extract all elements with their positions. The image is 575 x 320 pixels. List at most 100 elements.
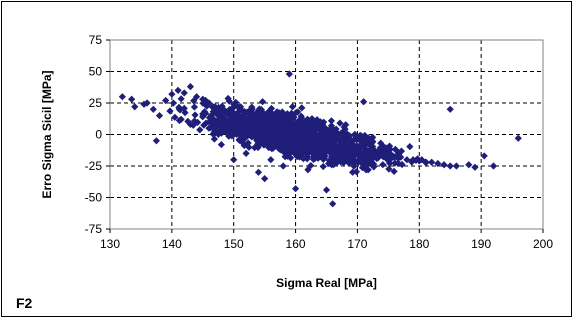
data-point bbox=[350, 162, 358, 170]
data-point bbox=[293, 126, 301, 134]
data-point bbox=[287, 154, 295, 162]
data-point bbox=[322, 146, 330, 154]
data-point bbox=[343, 140, 351, 148]
y-axis-title: Erro Sigma Sicil [MPa] bbox=[40, 70, 54, 198]
data-point bbox=[279, 134, 287, 142]
data-point bbox=[291, 133, 300, 141]
data-point bbox=[391, 159, 399, 167]
data-point bbox=[190, 117, 199, 125]
data-point bbox=[295, 145, 303, 153]
data-point bbox=[289, 115, 297, 123]
data-point bbox=[290, 137, 298, 145]
x-tick-label: 180 bbox=[409, 237, 429, 251]
data-point bbox=[186, 83, 195, 91]
data-point bbox=[385, 142, 394, 150]
y-tick-label: -50 bbox=[85, 191, 103, 205]
data-point bbox=[335, 143, 343, 151]
data-point bbox=[248, 105, 256, 113]
data-point bbox=[394, 159, 402, 167]
data-point bbox=[223, 108, 232, 116]
data-point bbox=[385, 165, 393, 173]
data-point bbox=[434, 159, 442, 168]
data-point bbox=[514, 134, 522, 142]
data-point bbox=[258, 135, 266, 143]
data-point bbox=[347, 146, 355, 154]
data-point bbox=[316, 140, 324, 149]
data-point bbox=[279, 162, 287, 170]
data-point bbox=[273, 137, 281, 145]
data-point bbox=[295, 120, 303, 128]
data-point bbox=[180, 89, 188, 97]
data-point bbox=[274, 113, 282, 121]
tick-labels: 130 140 150 160 170 180 190 200 75 50 25 0 -25 -50 -75 bbox=[85, 33, 554, 251]
data-point bbox=[318, 127, 326, 135]
data-point bbox=[177, 95, 185, 103]
data-point bbox=[242, 129, 251, 137]
data-point bbox=[168, 90, 176, 98]
data-point bbox=[320, 118, 328, 126]
y-tick-label: -25 bbox=[85, 159, 103, 173]
data-point bbox=[149, 105, 157, 113]
data-point bbox=[174, 86, 182, 94]
data-point bbox=[201, 109, 209, 117]
data-point bbox=[230, 112, 238, 120]
data-point bbox=[393, 147, 401, 155]
data-point bbox=[286, 119, 294, 127]
data-point bbox=[177, 115, 185, 123]
data-point bbox=[379, 161, 387, 169]
data-point bbox=[223, 126, 231, 134]
data-point bbox=[310, 138, 318, 146]
data-point bbox=[418, 156, 426, 164]
data-point bbox=[273, 108, 281, 116]
data-point bbox=[353, 147, 362, 155]
y-tick-label: 25 bbox=[89, 96, 103, 110]
data-point bbox=[269, 144, 277, 152]
data-point bbox=[211, 103, 219, 111]
data-point bbox=[191, 111, 199, 119]
data-point bbox=[312, 124, 320, 132]
x-tick-label: 200 bbox=[533, 237, 553, 251]
data-point bbox=[370, 163, 378, 171]
data-point bbox=[358, 163, 367, 172]
data-point bbox=[171, 113, 179, 121]
data-point bbox=[291, 185, 300, 193]
data-point bbox=[297, 118, 305, 126]
axes bbox=[106, 39, 544, 233]
data-point bbox=[363, 161, 371, 169]
data-point bbox=[330, 160, 338, 169]
data-point bbox=[415, 157, 423, 165]
data-point bbox=[398, 160, 406, 169]
data-point bbox=[446, 162, 454, 170]
y-tick-label: 50 bbox=[89, 65, 103, 79]
data-point bbox=[471, 163, 479, 171]
data-point bbox=[397, 153, 405, 161]
data-point bbox=[242, 115, 250, 123]
data-point bbox=[329, 200, 337, 208]
data-point bbox=[196, 126, 204, 134]
data-point bbox=[322, 186, 331, 194]
data-point bbox=[352, 136, 361, 144]
data-point bbox=[333, 157, 341, 165]
data-point bbox=[268, 131, 276, 140]
data-point bbox=[452, 162, 460, 170]
data-point bbox=[428, 158, 436, 166]
data-point bbox=[327, 117, 336, 125]
data-point bbox=[131, 103, 139, 111]
data-point bbox=[254, 168, 263, 176]
data-point bbox=[209, 124, 217, 132]
data-point bbox=[180, 104, 188, 112]
data-point bbox=[377, 139, 385, 147]
data-point bbox=[341, 146, 349, 154]
x-tick-label: 130 bbox=[100, 237, 120, 251]
data-point bbox=[257, 138, 265, 147]
data-point bbox=[298, 104, 306, 112]
data-point bbox=[224, 94, 232, 103]
x-tick-label: 150 bbox=[224, 237, 244, 251]
data-point bbox=[273, 127, 281, 135]
data-point bbox=[489, 162, 498, 170]
data-point bbox=[249, 110, 257, 118]
data-point bbox=[297, 112, 305, 120]
data-point bbox=[152, 137, 160, 145]
data-points bbox=[118, 70, 522, 208]
